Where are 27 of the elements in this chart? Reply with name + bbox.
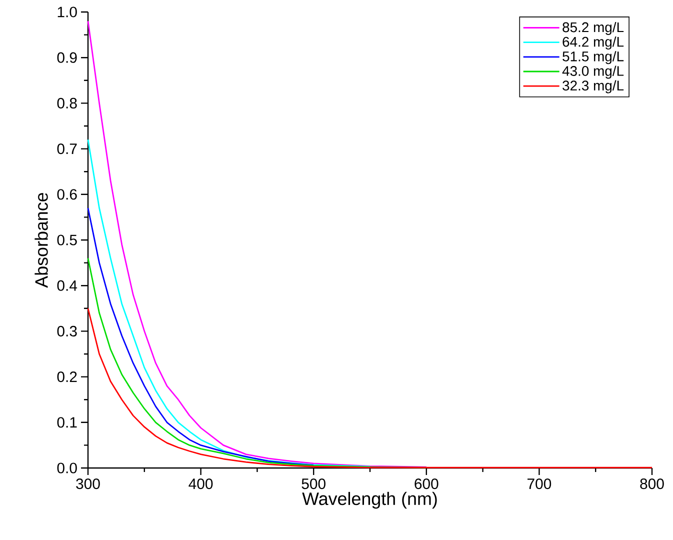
text: 0.0 — [57, 462, 77, 474]
legend-label: 64.2 mg/L — [562, 36, 624, 50]
x-tick-label: 600 — [414, 478, 438, 490]
y-tick-label: 0.7 — [57, 144, 77, 154]
y-tick-label: 0.3 — [57, 326, 77, 336]
y-tick-label: 0.4 — [57, 280, 78, 291]
legend-label: 43.0 mg/L — [562, 66, 624, 79]
legend-label: 32.3 mg/L — [562, 80, 624, 94]
line-series — [87, 207, 314, 466]
y-tick-label: 0.1 — [57, 417, 77, 428]
y-tick-label: 0.5 — [57, 234, 77, 246]
y-tick-label: 0.8 — [57, 98, 77, 108]
y-tick-label: 0.9 — [57, 52, 77, 63]
x-tick-label: 500 — [302, 478, 326, 490]
x-tick-label: 300 — [76, 478, 100, 490]
line-series — [87, 138, 371, 468]
y-tick-label: 0.2 — [57, 372, 77, 382]
line-series — [87, 20, 428, 468]
x-tick-label: 700 — [528, 478, 552, 490]
text: 1.0 — [58, 6, 77, 18]
x-tick-label: 800 — [640, 478, 664, 490]
y-tick-label: 0.6 — [57, 189, 77, 200]
legend-label: 85.2 mg/L — [562, 22, 624, 35]
legend-label: 51.5 mg/L — [562, 51, 624, 64]
y-axis-title: Absorbance — [34, 192, 48, 288]
x-tick-label: 400 — [188, 478, 213, 490]
x-axis-title: Wavelength (nm) — [302, 492, 437, 509]
